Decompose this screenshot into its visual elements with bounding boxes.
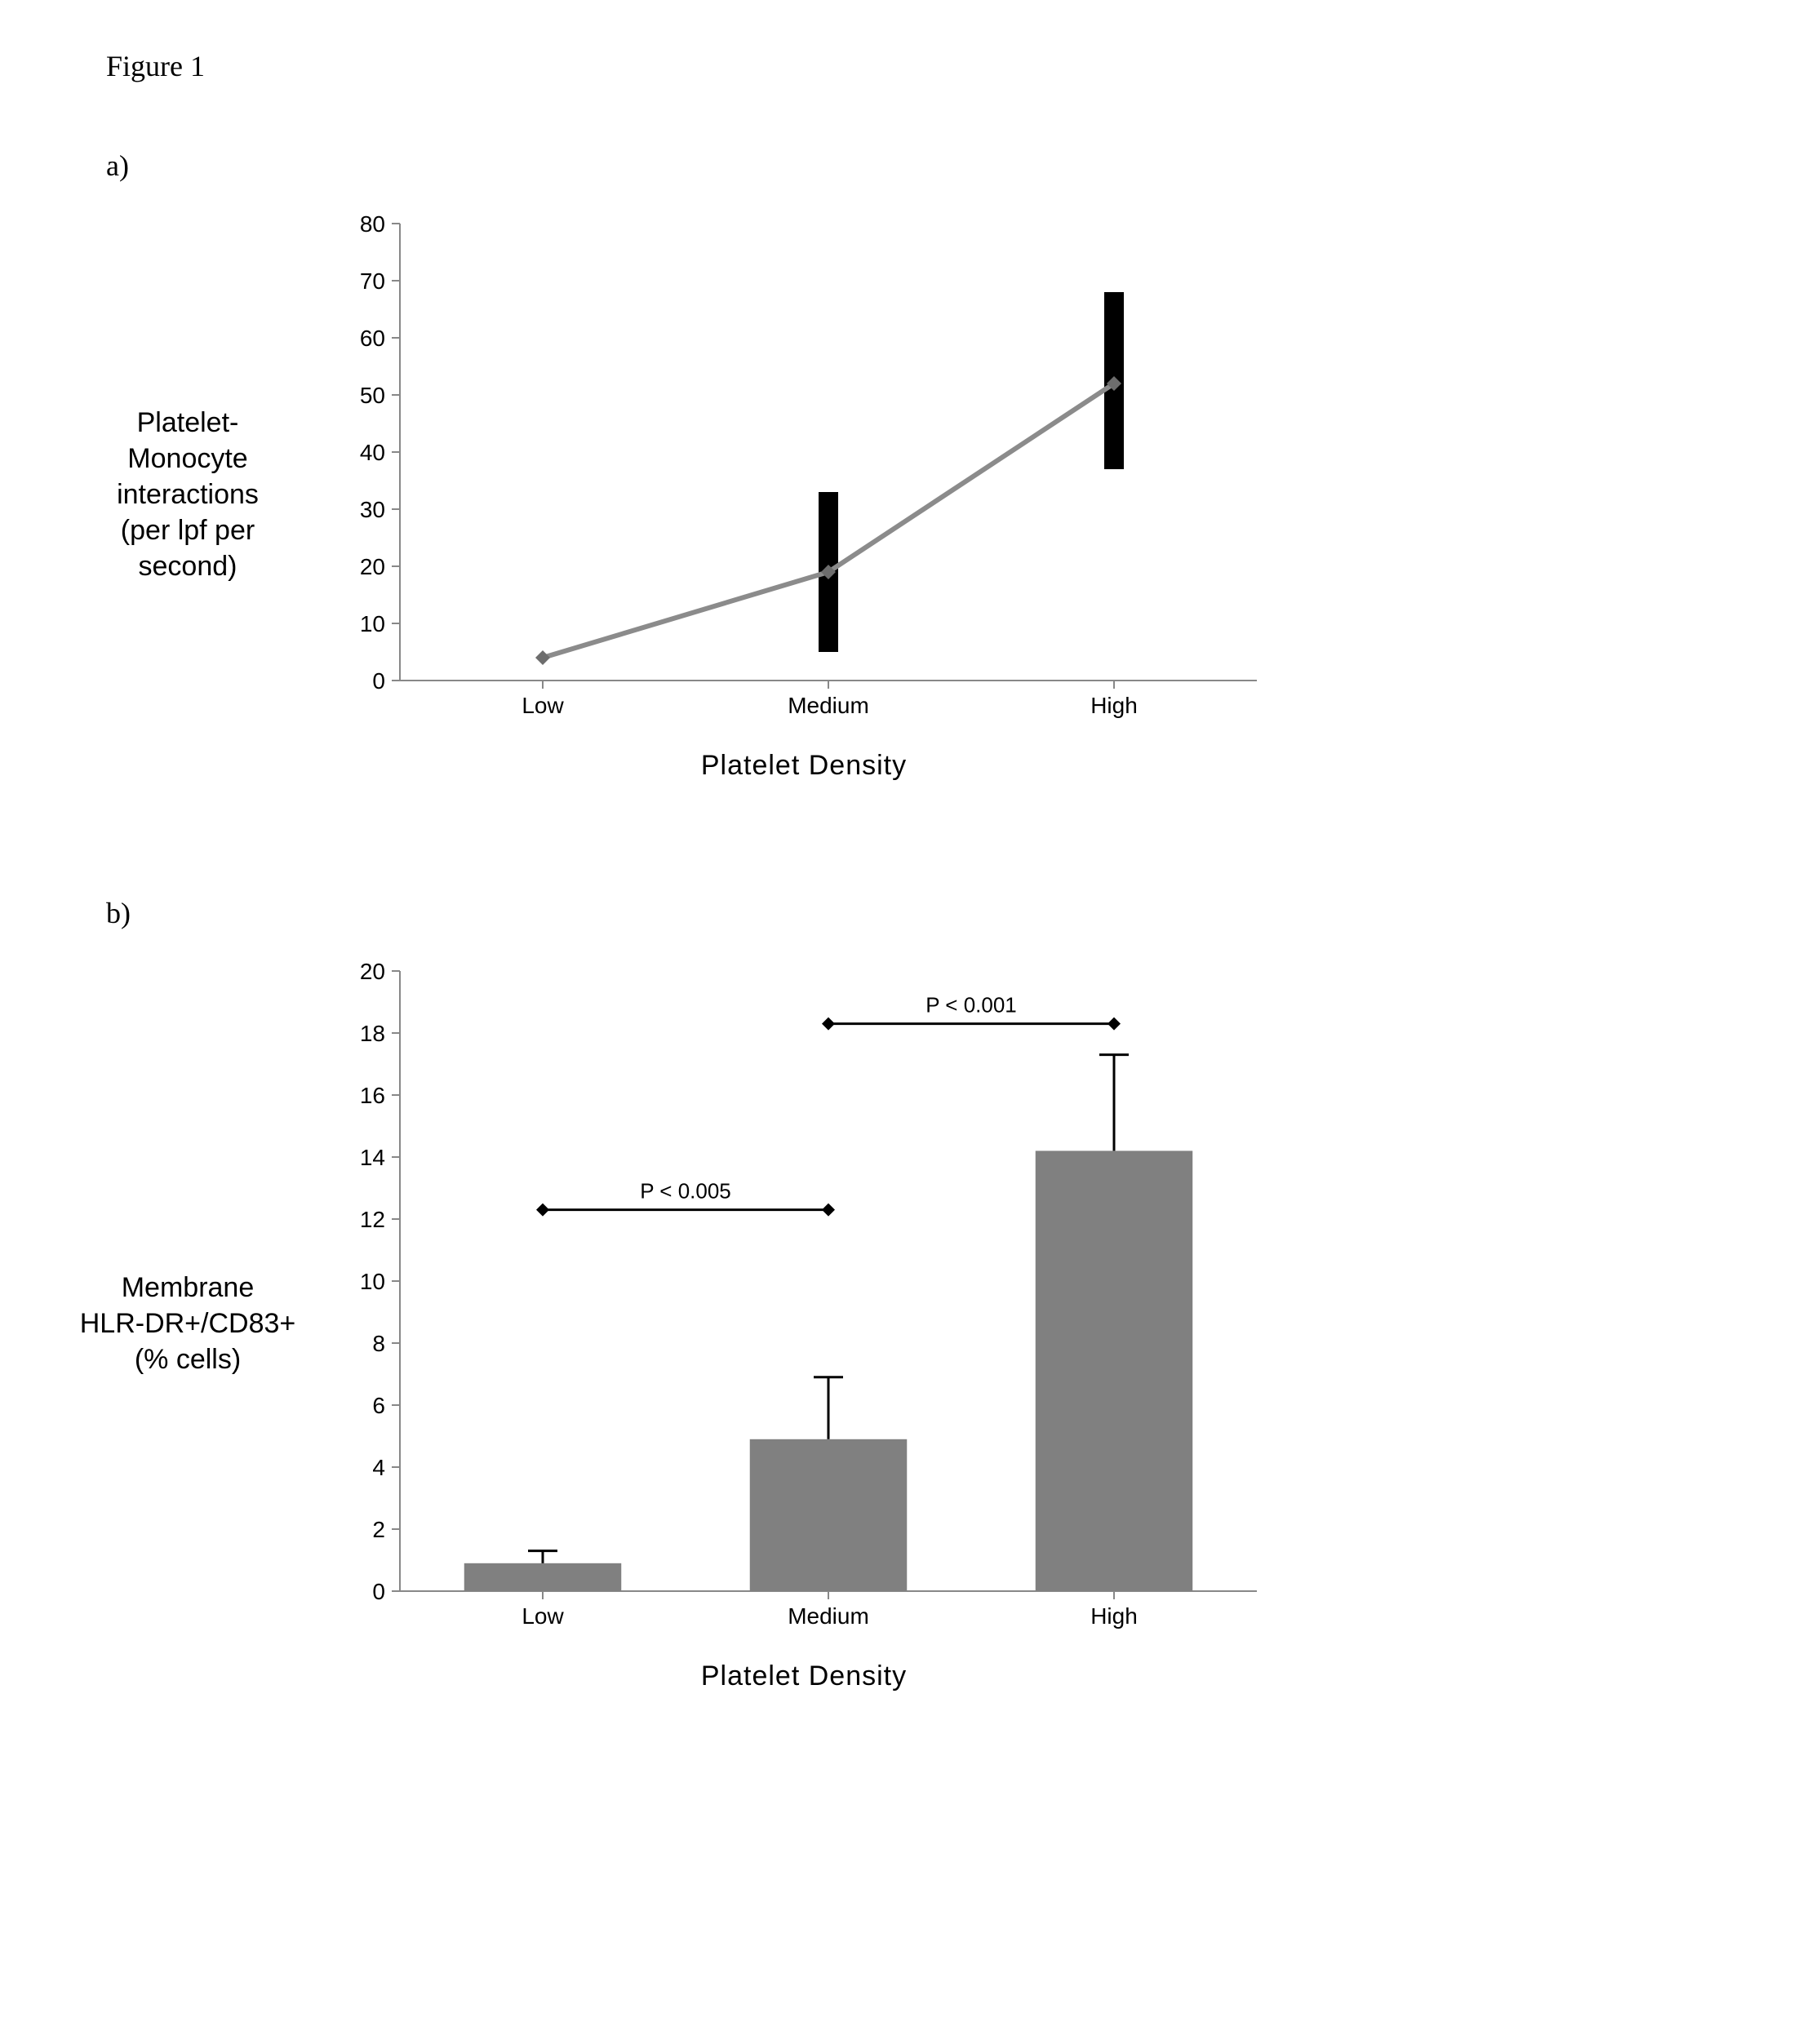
panel-b-svg: 0 2 4 6 8 10 12 14 16 18 20 Low Medium High P < 0.005 P… <box>326 955 1281 1640</box>
svg-text:4: 4 <box>372 1455 385 1480</box>
svg-text:P < 0.001: P < 0.001 <box>925 993 1017 1018</box>
svg-text:60: 60 <box>360 326 385 351</box>
svg-text:18: 18 <box>360 1021 385 1046</box>
figure-title: Figure 1 <box>106 49 1746 83</box>
svg-text:80: 80 <box>360 211 385 237</box>
panel-b: MembraneHLR-DR+/CD83+(% cells) 0 2 4 6 8 10 12… <box>65 955 1746 1692</box>
svg-text:20: 20 <box>360 959 385 984</box>
svg-text:High: High <box>1090 693 1138 718</box>
svg-text:8: 8 <box>372 1331 385 1356</box>
svg-text:30: 30 <box>360 497 385 522</box>
panel-a: Platelet-Monocyteinteractions(per lpf pe… <box>65 207 1746 782</box>
panel-a-ylabel: Platelet-Monocyteinteractions(per lpf pe… <box>65 405 310 585</box>
panel-b-xlabel: Platelet Density <box>326 1660 1281 1692</box>
svg-text:10: 10 <box>360 1269 385 1294</box>
panel-a-xlabel: Platelet Density <box>326 750 1281 782</box>
svg-text:6: 6 <box>372 1393 385 1418</box>
svg-text:12: 12 <box>360 1207 385 1232</box>
svg-text:70: 70 <box>360 268 385 294</box>
svg-text:0: 0 <box>372 668 385 694</box>
svg-text:Low: Low <box>522 1603 564 1629</box>
panel-b-label: b) <box>106 896 1746 930</box>
svg-text:10: 10 <box>360 611 385 636</box>
svg-text:50: 50 <box>360 383 385 408</box>
svg-text:14: 14 <box>360 1145 385 1170</box>
svg-text:Medium: Medium <box>788 693 869 718</box>
svg-text:0: 0 <box>372 1579 385 1604</box>
svg-text:P < 0.005: P < 0.005 <box>640 1179 731 1204</box>
panel-a-chart: 0 10 20 30 40 50 60 70 80 Low Medium High Platelet … <box>326 207 1281 782</box>
svg-text:2: 2 <box>372 1517 385 1542</box>
svg-text:Medium: Medium <box>788 1603 869 1629</box>
svg-text:16: 16 <box>360 1083 385 1108</box>
panel-a-svg: 0 10 20 30 40 50 60 70 80 Low Medium High <box>326 207 1281 729</box>
panel-b-chart: 0 2 4 6 8 10 12 14 16 18 20 Low Medium High P < 0.005 P… <box>326 955 1281 1692</box>
svg-text:20: 20 <box>360 554 385 579</box>
svg-text:High: High <box>1090 1603 1138 1629</box>
panel-a-label: a) <box>106 149 1746 183</box>
panel-b-ylabel: MembraneHLR-DR+/CD83+(% cells) <box>65 1270 310 1378</box>
svg-text:Low: Low <box>522 693 564 718</box>
svg-text:40: 40 <box>360 440 385 465</box>
